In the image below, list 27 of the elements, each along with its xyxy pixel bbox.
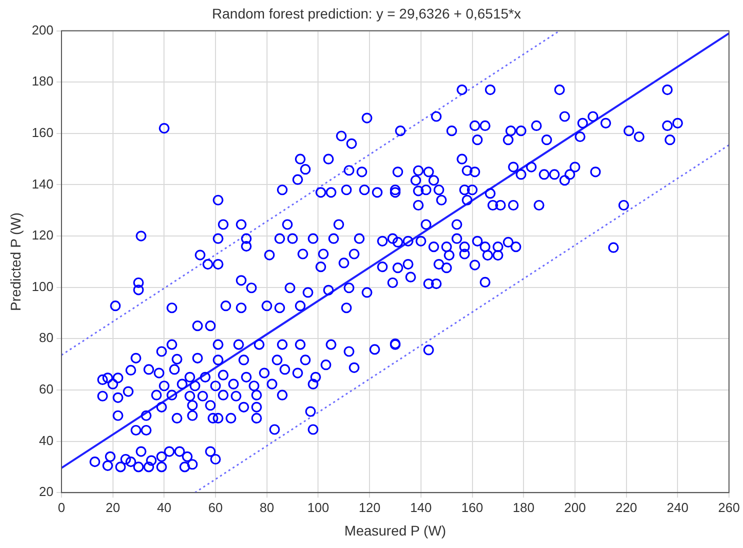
y-tick-label: 160 — [32, 125, 54, 140]
y-tick-label: 100 — [32, 278, 54, 294]
x-tick-label: 40 — [156, 500, 172, 515]
x-tick-label: 100 — [307, 500, 330, 515]
y-tick-label: 40 — [39, 432, 54, 448]
x-tick-label: 80 — [260, 500, 274, 515]
x-tick-label: 220 — [615, 500, 638, 515]
y-tick-label: 120 — [32, 228, 54, 243]
x-tick-label: 160 — [461, 500, 484, 515]
y-axis-title: Predicted P (W) — [7, 212, 24, 311]
x-tick-label: 140 — [410, 500, 432, 515]
x-axis-title: Measured P (W) — [344, 522, 446, 538]
x-tick-label: 260 — [718, 500, 740, 515]
y-tick-label: 200 — [32, 22, 54, 38]
x-tick-label: 20 — [106, 500, 120, 515]
x-tick-label: 240 — [666, 500, 689, 515]
x-tick-label: 60 — [208, 500, 223, 515]
y-tick-label: 60 — [39, 382, 54, 397]
x-tick-label: 180 — [512, 500, 534, 515]
y-tick-label: 20 — [39, 484, 54, 500]
x-tick-label: 0 — [58, 500, 66, 515]
x-tick-label: 200 — [564, 500, 586, 515]
chart-title: Random forest prediction: y = 29,6326 + 0,6515*x — [212, 5, 521, 22]
x-tick-label: 120 — [358, 500, 380, 515]
y-tick-label: 80 — [39, 330, 54, 346]
y-tick-label: 140 — [32, 176, 54, 192]
y-tick-label: 180 — [32, 74, 54, 89]
